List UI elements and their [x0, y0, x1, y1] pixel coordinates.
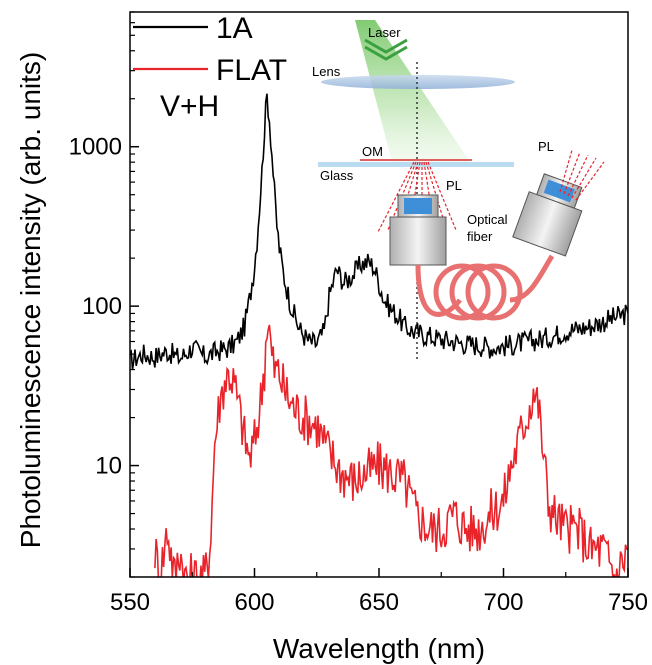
pl-right-label: PL — [538, 139, 554, 154]
legend: 1A FLAT — [133, 12, 287, 87]
lens-icon — [321, 75, 515, 89]
series-line-flat — [154, 324, 628, 577]
series-line-1a — [130, 93, 628, 370]
y-tick-label-100: 100 — [82, 293, 122, 320]
laser-beam — [355, 20, 470, 162]
laser-chevron-icon — [364, 45, 408, 61]
glass-slide — [318, 162, 514, 167]
pl-rays-right — [559, 149, 605, 201]
setup-diagram: Laser Lens OM Glass PL — [312, 20, 605, 360]
x-tick-label-550: 550 — [110, 589, 150, 616]
legend-label-flat: FLAT — [216, 54, 287, 87]
fiber-label-line2: fiber — [467, 229, 493, 244]
x-tick-label-600: 600 — [234, 589, 274, 616]
x-tick-label-750: 750 — [608, 589, 648, 616]
series-layer — [130, 93, 628, 577]
y-axis-title: Photoluminescence intensity (arb. units) — [15, 52, 46, 548]
x-tick-label-650: 650 — [359, 589, 399, 616]
axis-layer: 550 600 650 700 750 10 100 1000 — [69, 11, 648, 616]
x-axis-title: Wavelength (nm) — [273, 633, 485, 664]
glass-label: Glass — [320, 168, 354, 183]
detector-icon — [512, 173, 583, 257]
fiber-label-line1: Optical — [467, 212, 508, 227]
y-tick-label-1000: 1000 — [69, 134, 122, 161]
om-label: OM — [362, 144, 383, 159]
pl-left-label: PL — [446, 178, 462, 193]
laser-label: Laser — [368, 25, 401, 40]
y-tick-label-10: 10 — [95, 453, 122, 480]
annotation-vh: V+H — [160, 90, 219, 123]
legend-label-1a: 1A — [216, 12, 253, 45]
laser-chevron-icon — [364, 38, 408, 54]
x-tick-label-700: 700 — [483, 589, 523, 616]
optical-fiber-coil-icon — [415, 254, 555, 321]
objective-icon — [389, 194, 447, 266]
lens-label: Lens — [312, 64, 341, 79]
